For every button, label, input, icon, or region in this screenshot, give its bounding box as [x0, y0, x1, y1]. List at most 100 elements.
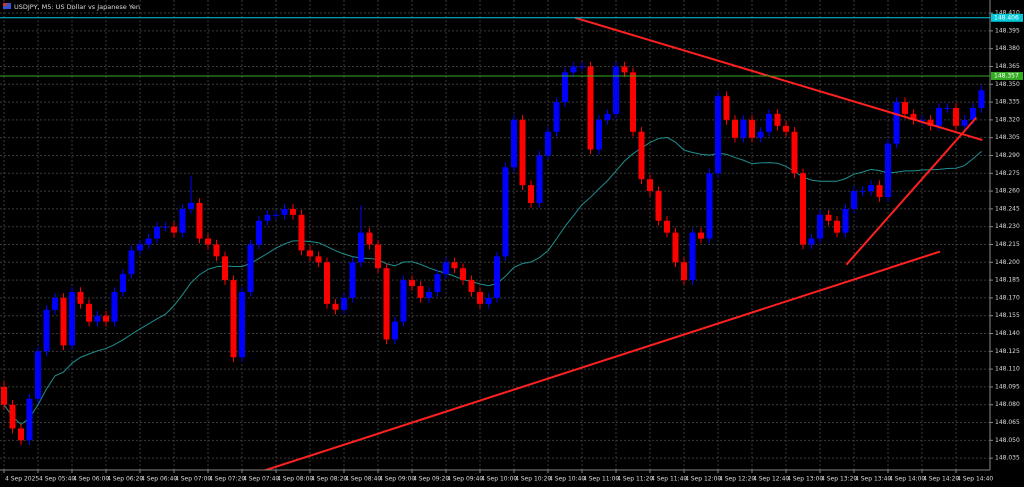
- candle-body: [451, 262, 458, 269]
- candle-body: [290, 208, 296, 215]
- y-tick-label: 148.125: [995, 348, 1020, 355]
- y-tick-label: 148.260: [995, 188, 1020, 195]
- x-tick-label: 4 Sep 11:00: [583, 476, 619, 483]
- candle-body: [502, 167, 509, 257]
- y-tick-label: 148.095: [995, 383, 1020, 390]
- candle-body: [774, 113, 781, 126]
- candle-body: [944, 108, 951, 110]
- candle-body: [851, 191, 857, 209]
- candle-body: [26, 398, 33, 441]
- candle-body: [876, 185, 883, 198]
- candle-body: [808, 238, 815, 245]
- candle-body: [885, 143, 891, 198]
- candle-body: [596, 119, 602, 150]
- candle-body: [528, 185, 534, 203]
- candle-body: [519, 119, 526, 186]
- x-tick-label: 4 Sep 06:00: [73, 476, 109, 483]
- y-tick-label: 148.335: [995, 99, 1020, 106]
- candle-body: [383, 268, 390, 340]
- candle-body: [35, 351, 41, 399]
- candle-body: [256, 220, 262, 245]
- candle-body: [460, 268, 466, 281]
- x-tick-label: 4 Sep 13:40: [855, 476, 891, 483]
- candle-body: [111, 291, 118, 322]
- candle-body: [341, 297, 347, 310]
- candle-body: [757, 131, 764, 138]
- x-tick-label: 4 Sep 2025: [5, 476, 39, 483]
- candle-body: [723, 96, 730, 120]
- candle-body: [43, 309, 50, 352]
- trendline: [574, 16, 983, 142]
- plot-area: [0, 16, 990, 470]
- y-tick-label: 148.305: [995, 134, 1020, 141]
- x-tick-label: 4 Sep 10:20: [515, 476, 551, 483]
- candle-body: [817, 214, 823, 239]
- y-tick-label: 148.200: [995, 259, 1020, 266]
- candle-body: [188, 202, 194, 209]
- candle-body: [281, 208, 288, 215]
- y-tick-label: 148.350: [995, 81, 1020, 88]
- candle-body: [494, 256, 500, 298]
- candle-body: [443, 262, 449, 275]
- candle-body: [205, 238, 211, 245]
- candle-body: [791, 131, 798, 174]
- candle-body: [324, 262, 330, 304]
- grid-layer: [0, 0, 990, 470]
- candle-body: [978, 90, 985, 109]
- y-tick-label: 148.050: [995, 437, 1020, 444]
- x-tick-label: 4 Sep 07:20: [209, 476, 245, 483]
- candle-body: [332, 303, 339, 310]
- y-tick-label: 148.065: [995, 419, 1020, 426]
- candle-body: [800, 173, 806, 245]
- y-tick-label: 148.395: [995, 27, 1020, 34]
- candle-body: [120, 274, 126, 292]
- candle-body: [613, 66, 619, 114]
- y-tick-label: 148.380: [995, 45, 1020, 52]
- moving-average: [3, 136, 982, 426]
- x-tick-label: 4 Sep 12:40: [753, 476, 789, 483]
- candle-body: [664, 220, 670, 233]
- y-tick-label: 148.170: [995, 294, 1020, 301]
- candle-body: [927, 119, 934, 126]
- candle-body: [18, 428, 24, 441]
- candle-body: [137, 244, 143, 251]
- candle-body: [171, 226, 177, 233]
- candle-body: [409, 280, 415, 287]
- candle-body: [910, 113, 917, 120]
- candle-body: [213, 244, 220, 257]
- candle-body: [859, 191, 866, 193]
- y-tick-label: 148.245: [995, 205, 1020, 212]
- candle-body: [834, 220, 840, 233]
- candle-body: [52, 297, 58, 310]
- x-tick-label: 4 Sep 07:40: [243, 476, 279, 483]
- candle-body: [902, 102, 908, 114]
- y-tick-label: 148.110: [995, 366, 1020, 373]
- candle-body: [434, 274, 441, 292]
- y-tick-label: 148.185: [995, 277, 1020, 284]
- x-tick-label: 4 Sep 05:40: [39, 476, 75, 483]
- y-tick-label: 148.230: [995, 223, 1020, 230]
- candle-body: [689, 232, 696, 281]
- price-label-box: [991, 13, 1023, 22]
- candle-body: [400, 280, 407, 322]
- x-tick-label: 4 Sep 11:40: [651, 476, 687, 483]
- candle-body: [621, 66, 628, 73]
- x-tick-label: 4 Sep 08:20: [311, 476, 347, 483]
- candle-body: [77, 291, 84, 304]
- candle-body: [553, 102, 560, 132]
- x-tick-label: 4 Sep 13:00: [787, 476, 823, 483]
- candle-body: [239, 291, 245, 358]
- candle-body: [103, 315, 109, 322]
- candle-body: [672, 232, 679, 263]
- x-tick-label: 4 Sep 13:20: [821, 476, 857, 483]
- candle-body: [349, 262, 356, 298]
- candle-body: [842, 208, 849, 233]
- candle-body: [358, 232, 364, 263]
- y-tick-label: 148.215: [995, 241, 1020, 248]
- candle-body: [893, 102, 900, 144]
- x-tick-label: 4 Sep 09:00: [379, 476, 415, 483]
- candle-body: [298, 214, 305, 251]
- candle-body: [715, 96, 721, 174]
- candle-body: [264, 214, 271, 221]
- candle-body: [375, 244, 381, 269]
